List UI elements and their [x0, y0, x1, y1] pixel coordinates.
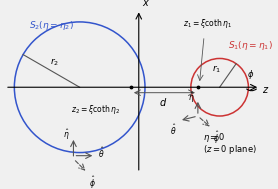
- Text: $z$: $z$: [262, 85, 269, 95]
- Text: $\hat{\theta}$: $\hat{\theta}$: [170, 122, 177, 137]
- Text: $r_1$: $r_1$: [212, 64, 221, 75]
- Text: $x$: $x$: [142, 0, 150, 8]
- Text: $\phi$: $\phi$: [247, 68, 254, 81]
- Text: $S_1(\eta = \eta_1)$: $S_1(\eta = \eta_1)$: [228, 39, 273, 52]
- Text: $\hat{\eta}$: $\hat{\eta}$: [188, 90, 195, 105]
- Text: $\hat{\theta}$: $\hat{\theta}$: [98, 145, 104, 160]
- Text: $z_2 = \xi \coth \eta_2$: $z_2 = \xi \coth \eta_2$: [71, 102, 120, 115]
- Text: $(z = 0\ \mathrm{plane})$: $(z = 0\ \mathrm{plane})$: [203, 143, 256, 156]
- Text: $\hat{\eta}$: $\hat{\eta}$: [63, 127, 70, 142]
- Text: $\hat{\phi}$: $\hat{\phi}$: [214, 130, 220, 146]
- Text: $z_1 = \xi \coth \eta_1$: $z_1 = \xi \coth \eta_1$: [183, 17, 232, 30]
- Text: $\hat{\phi}$: $\hat{\phi}$: [89, 174, 96, 189]
- Text: $\eta = 0$: $\eta = 0$: [203, 131, 225, 143]
- Text: $r_2$: $r_2$: [50, 57, 59, 68]
- Text: $d$: $d$: [159, 96, 167, 108]
- Text: $S_2(\eta = \eta_2)$: $S_2(\eta = \eta_2)$: [29, 19, 74, 32]
